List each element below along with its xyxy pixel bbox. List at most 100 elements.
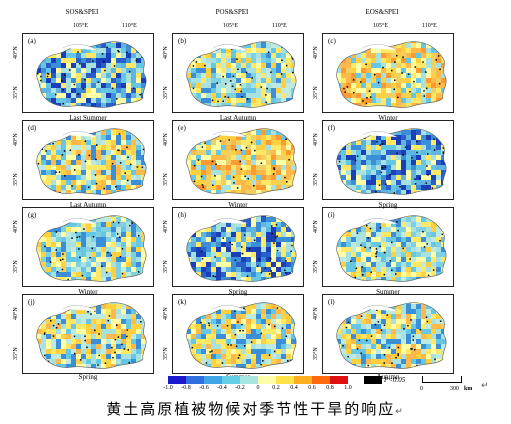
lat-tick-35-g: 35°N <box>13 260 19 273</box>
lon-tick-110-col2: 110°E <box>272 23 287 29</box>
scale-bar <box>422 376 462 383</box>
legend-tick: 1.0 <box>344 385 352 391</box>
lat-tick-35-a: 35°N <box>13 86 19 99</box>
panel-label: (a) <box>28 37 36 45</box>
legend-swatch <box>276 376 294 384</box>
lat-tick-40-b: 40°N <box>163 46 169 59</box>
season-label: Autumn <box>376 373 400 381</box>
lat-tick-35-i: 35°N <box>313 260 319 273</box>
loess-plateau-map <box>336 215 447 282</box>
loess-plateau-map <box>186 128 297 195</box>
legend-tick: -0.2 <box>235 385 245 391</box>
lon-tick-110-col1: 110°E <box>122 23 137 29</box>
legend-significance-swatch <box>364 376 382 384</box>
legend-swatch <box>312 376 330 384</box>
lat-tick-40-l: 40°N <box>313 307 319 320</box>
panel-label: (i) <box>328 211 335 219</box>
season-label: Winter <box>228 201 248 209</box>
column-title-pos: POS&SPEI <box>215 8 249 16</box>
lat-tick-40-i: 40°N <box>313 220 319 233</box>
map-panel-i: (i) <box>322 207 454 287</box>
season-label: Spring <box>378 201 398 209</box>
lat-tick-35-h: 35°N <box>163 260 169 273</box>
panel-label: (d) <box>28 124 37 132</box>
scale-bar-distance: 300 <box>450 386 459 392</box>
map-panel-a: (a) <box>22 33 154 113</box>
lat-tick-40-e: 40°N <box>163 133 169 146</box>
legend-tick: 0.8 <box>326 385 334 391</box>
legend-swatch <box>258 376 276 384</box>
map-panel-e: (e) <box>172 120 304 200</box>
lat-tick-40-j: 40°N <box>13 307 19 320</box>
caption-text: 黄土高原植被物候对季节性干旱的响应 <box>106 400 396 418</box>
lon-tick-105-col2: 105°E <box>223 23 239 29</box>
lat-tick-40-k: 40°N <box>163 307 169 320</box>
map-panel-d: (d) <box>22 120 154 200</box>
legend-swatch <box>222 376 240 384</box>
lat-tick-40-h: 40°N <box>163 220 169 233</box>
map-panel-g: (g) <box>22 207 154 287</box>
loess-plateau-map <box>36 215 147 282</box>
lat-tick-35-c: 35°N <box>313 86 319 99</box>
map-panel-k: (k) <box>172 294 304 374</box>
lat-tick-35-f: 35°N <box>313 173 319 186</box>
season-label: Winter <box>78 288 98 296</box>
loess-plateau-map <box>336 302 447 369</box>
loess-plateau-map <box>186 302 297 369</box>
season-label: Summer <box>376 288 400 296</box>
legend-swatch <box>168 376 186 384</box>
map-panel-c: (c) <box>322 33 454 113</box>
map-panel-f: (f) <box>322 120 454 200</box>
season-label: Last Autumn <box>219 114 257 122</box>
figure-caption: 黄土高原植被物候对季节性干旱的响应↵ <box>0 398 511 419</box>
lat-tick-40-f: 40°N <box>313 133 319 146</box>
legend-tick: -0.6 <box>199 385 209 391</box>
legend-tick: 0 <box>256 385 260 391</box>
map-panel-l: (l) <box>322 294 454 374</box>
legend-tick: 0.2 <box>272 385 280 391</box>
scale-bar-zero: 0 <box>420 386 423 392</box>
lat-tick-35-l: 35°N <box>313 347 319 360</box>
map-panel-b: (b) <box>172 33 304 113</box>
panel-label: (c) <box>328 37 336 45</box>
column-title-sos: SOS&SPEI <box>65 8 99 16</box>
loess-plateau-map <box>186 215 297 282</box>
lat-tick-35-e: 35°N <box>163 173 169 186</box>
loess-plateau-map <box>186 41 297 108</box>
lat-tick-35-k: 35°N <box>163 347 169 360</box>
legend-tick: -0.4 <box>217 385 227 391</box>
panel-label: (e) <box>178 124 186 132</box>
lon-tick-105-col3: 105°E <box>373 23 389 29</box>
loess-plateau-map <box>36 41 147 108</box>
lat-tick-40-d: 40°N <box>13 133 19 146</box>
lat-tick-35-d: 35°N <box>13 173 19 186</box>
season-label: Spring <box>228 288 248 296</box>
panel-label: (k) <box>178 298 187 306</box>
lat-tick-40-g: 40°N <box>13 220 19 233</box>
lat-tick-35-j: 35°N <box>13 347 19 360</box>
panel-label: (j) <box>28 298 35 306</box>
lat-tick-40-c: 40°N <box>313 46 319 59</box>
panel-label: (b) <box>178 37 187 45</box>
season-label: Last Autumn <box>69 201 107 209</box>
column-title-eos: EOS&SPEI <box>365 8 399 16</box>
legend-tick: 0.6 <box>308 385 316 391</box>
legend-swatch <box>204 376 222 384</box>
legend-tick: -1.0 <box>163 385 173 391</box>
panel-label: (g) <box>28 211 37 219</box>
legend-swatch <box>240 376 258 384</box>
scale-bar-unit: km <box>464 386 473 392</box>
panel-label: (f) <box>328 124 335 132</box>
map-panel-j: (j) <box>22 294 154 374</box>
panel-label: (l) <box>328 298 335 306</box>
loess-plateau-map <box>36 128 147 195</box>
lon-tick-105-col1: 105°E <box>73 23 89 29</box>
loess-plateau-map <box>36 302 147 369</box>
legend-swatch <box>330 376 348 384</box>
legend-tick: -0.8 <box>181 385 191 391</box>
legend-significance-label: P<0.05 <box>384 376 406 384</box>
caption-return-mark: ↵ <box>395 407 405 417</box>
legend-tick: 0.4 <box>290 385 298 391</box>
season-label: Last Summer <box>69 114 107 122</box>
paragraph-return-mark: ↵ <box>481 381 489 391</box>
